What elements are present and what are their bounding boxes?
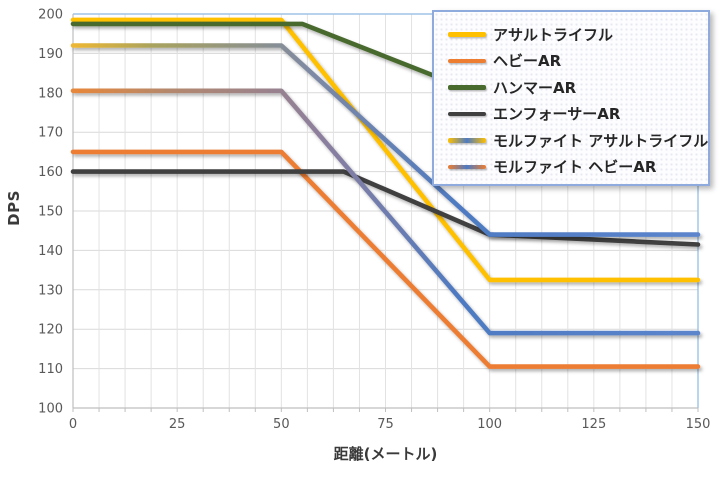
y-tick-label: 200: [38, 8, 63, 23]
y-tick-label: 190: [38, 47, 63, 62]
legend-item-3[interactable]: エンフォーサーAR: [448, 101, 708, 128]
x-axis-title: 距離(メートル): [333, 445, 438, 463]
legend[interactable]: アサルトライフル ヘビーAR ハンマーAR エンフォーサーAR モルファイト アサルトラ…: [432, 10, 710, 186]
y-tick-label: 150: [38, 205, 63, 220]
series-line-5: [70, 88, 701, 336]
y-tick-label: 100: [38, 402, 63, 417]
series-lines: [70, 17, 701, 369]
y-tick-labels: 100 110 120 130 140 150 160 170 180 190 200: [38, 8, 63, 417]
series-line-4: [70, 43, 701, 237]
x-tick-labels: 0 25 50 75 100 125 150: [69, 417, 711, 432]
y-tick-label: 160: [38, 165, 63, 180]
x-tick-label: 0: [69, 417, 77, 432]
legend-item-5[interactable]: モルファイト ヘビーAR: [448, 154, 708, 181]
legend-label: モルファイト アサルトライフル: [493, 131, 709, 150]
series-line-1: [70, 149, 701, 369]
legend-item-4[interactable]: モルファイト アサルトライフル: [448, 127, 708, 154]
y-tick-label: 120: [38, 323, 63, 338]
y-tick-label: 180: [38, 86, 63, 101]
series-line-0: [70, 17, 701, 283]
legend-swatch: [448, 58, 486, 63]
y-tick-label: 170: [38, 126, 63, 141]
y-tick-label: 130: [38, 283, 63, 298]
legend-label: モルファイト ヘビーAR: [493, 158, 657, 177]
x-tick-label: 150: [686, 417, 711, 432]
legend-swatch: [448, 138, 486, 143]
x-tick-label: 50: [273, 417, 290, 432]
legend-label: エンフォーサーAR: [493, 105, 621, 124]
legend-item-2[interactable]: ハンマーAR: [448, 74, 708, 101]
legend-swatch: [448, 164, 486, 169]
legend-swatch: [448, 32, 486, 37]
y-tick-label: 140: [38, 244, 63, 259]
x-tick-label: 25: [169, 417, 186, 432]
x-tick-label: 125: [581, 417, 606, 432]
y-tick-label: 110: [38, 362, 63, 377]
series-line-3: [70, 169, 701, 247]
y-axis-title: DPS: [5, 190, 23, 226]
x-tick-label: 75: [377, 417, 394, 432]
legend-swatch: [448, 85, 486, 90]
x-tick-label: 100: [477, 417, 502, 432]
legend-label: アサルトライフル: [493, 25, 614, 44]
legend-label: ヘビーAR: [493, 52, 562, 71]
legend-item-1[interactable]: ヘビーAR: [448, 48, 708, 75]
legend-swatch: [448, 111, 486, 116]
legend-label: ハンマーAR: [493, 78, 577, 97]
legend-item-0[interactable]: アサルトライフル: [448, 21, 708, 48]
